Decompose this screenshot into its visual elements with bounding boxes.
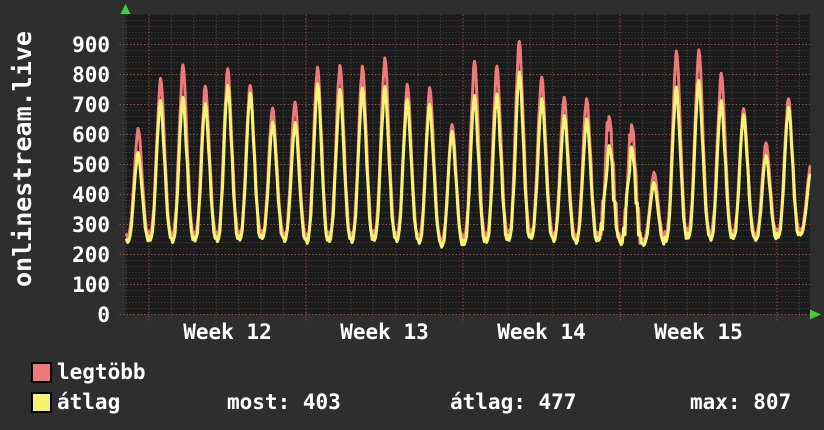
week-label: Week 12 bbox=[183, 320, 272, 344]
y-tick-label: 900 bbox=[72, 32, 110, 57]
week-label: Week 14 bbox=[497, 320, 586, 344]
x-axis-arrow-icon bbox=[810, 309, 821, 320]
y-tick-label: 500 bbox=[72, 152, 110, 177]
y-tick-label: 100 bbox=[72, 272, 110, 297]
week-label: Week 13 bbox=[340, 320, 429, 344]
stat-max: max: 807 bbox=[690, 390, 792, 414]
y-tick-label: 300 bbox=[72, 212, 110, 237]
stat-atlag: átlag: 477 bbox=[450, 390, 577, 414]
legend-label-atlag: átlag bbox=[57, 390, 121, 414]
legend-swatch-atlag bbox=[31, 392, 52, 413]
legend-swatch-legtobb bbox=[31, 362, 52, 383]
week-label: Week 15 bbox=[654, 320, 743, 344]
y-axis-arrow-icon bbox=[120, 4, 131, 14]
y-tick-label: 800 bbox=[72, 62, 110, 87]
series-atlag bbox=[125, 70, 811, 249]
y-tick-label: 600 bbox=[72, 122, 110, 147]
vertical-axis-title: onlinestream.live bbox=[8, 31, 37, 287]
y-tick-label: 400 bbox=[72, 182, 110, 207]
y-tick-label: 200 bbox=[72, 242, 110, 267]
y-tick-label: 0 bbox=[97, 302, 110, 327]
legend-label-legtobb: legtöbb bbox=[57, 360, 146, 384]
y-tick-label: 700 bbox=[72, 92, 110, 117]
stat-most: most: 403 bbox=[227, 390, 341, 414]
